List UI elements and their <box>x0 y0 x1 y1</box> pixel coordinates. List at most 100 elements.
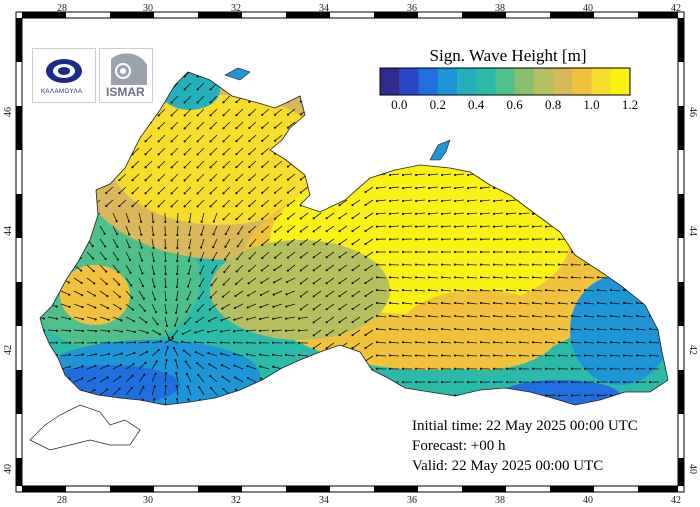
colorbar-border <box>379 67 631 96</box>
direction-arrow <box>223 108 231 116</box>
arrow-head <box>531 288 535 292</box>
arrow-head <box>222 179 225 182</box>
arrow-head <box>479 238 483 241</box>
direction-arrow <box>365 264 374 271</box>
initial-time-text: Initial time: 22 May 2025 00:00 UTC <box>412 418 638 434</box>
arrow-head <box>93 376 97 380</box>
arrow-head <box>453 250 457 254</box>
direction-arrow <box>86 277 95 284</box>
arrow-head <box>492 212 496 215</box>
direction-arrow <box>533 328 543 331</box>
arrow-head <box>492 250 496 254</box>
arrow-head <box>157 166 160 169</box>
direction-arrow <box>211 277 218 286</box>
direction-arrow <box>182 329 192 335</box>
arrow-head <box>130 296 134 299</box>
arrow-head <box>237 232 240 235</box>
arrow-head <box>325 334 328 337</box>
direction-arrow <box>73 354 83 357</box>
direction-arrow <box>189 212 192 222</box>
direction-arrow <box>649 355 660 357</box>
arrow-head <box>174 359 177 362</box>
x-tick-label: 28 <box>57 495 67 506</box>
direction-arrow <box>200 238 205 248</box>
colorbar-label: 0.0 <box>391 97 408 112</box>
arrow-head <box>208 308 211 311</box>
x-tick-label: 40 <box>583 495 593 506</box>
arrow-head <box>518 225 522 228</box>
arrow-head <box>258 329 262 333</box>
direction-arrow <box>300 186 309 193</box>
arrow-head <box>81 377 84 380</box>
direction-arrow <box>650 341 660 344</box>
direction-arrow <box>195 329 205 333</box>
arrow-head <box>133 351 136 355</box>
arrow-head <box>286 230 290 233</box>
direction-arrow <box>339 199 348 206</box>
colorbar-label: 1.0 <box>583 97 600 112</box>
direction-arrow <box>650 328 660 331</box>
arrow-head <box>440 301 444 305</box>
direction-arrow <box>416 289 426 292</box>
direction-arrow <box>402 355 413 357</box>
direction-arrow <box>188 251 192 261</box>
arrow-head <box>143 309 146 312</box>
direction-arrow <box>125 290 133 298</box>
arrow-head <box>299 256 302 259</box>
arrow-head <box>261 191 264 194</box>
direction-arrow <box>198 290 205 299</box>
direction-arrow <box>273 366 283 370</box>
direction-arrow <box>184 95 192 103</box>
direction-arrow <box>99 277 108 285</box>
arrow-head <box>105 282 108 286</box>
arrow-head <box>164 384 167 388</box>
arrow-head <box>81 329 85 333</box>
direction-arrow <box>339 212 348 219</box>
arrow-head <box>68 329 72 332</box>
direction-arrow <box>352 342 361 349</box>
arrow-head <box>440 199 444 203</box>
arrow-head <box>375 288 379 292</box>
arrow-head <box>635 314 639 318</box>
arrow-head <box>375 354 379 357</box>
arrow-head <box>273 256 277 259</box>
arrow-head <box>427 288 431 292</box>
direction-arrow <box>188 225 192 235</box>
arrow-head <box>118 295 121 298</box>
colorbar-swatch <box>553 68 573 95</box>
arrow-head <box>259 377 262 380</box>
arrow-head <box>261 204 264 207</box>
arrow-head <box>221 295 225 298</box>
arrow-head <box>261 230 264 233</box>
arrow-head <box>351 255 354 259</box>
direction-arrow <box>158 186 166 194</box>
frame-check-segment <box>16 18 22 62</box>
arrow-head <box>364 229 367 233</box>
arrow-head <box>248 257 251 260</box>
direction-arrow <box>164 264 166 275</box>
arrow-head <box>236 257 239 261</box>
direction-arrow <box>365 212 374 219</box>
frame-check-segment <box>16 106 22 150</box>
arrow-head <box>375 327 379 331</box>
arrow-head <box>152 246 155 249</box>
arrow-head <box>235 166 238 169</box>
arrow-head <box>453 276 457 279</box>
frame-check-segment <box>16 370 22 414</box>
arrow-head <box>440 225 444 228</box>
direction-arrow <box>403 173 413 176</box>
arrow-head <box>222 166 225 169</box>
arrow-head <box>570 341 574 344</box>
arrow-head <box>427 301 431 305</box>
direction-arrow <box>287 212 296 219</box>
arrow-head <box>103 232 106 235</box>
arrow-head <box>170 179 173 182</box>
direction-arrow <box>200 251 205 261</box>
arrow-head <box>338 269 341 272</box>
direction-arrow <box>559 289 569 292</box>
direction-arrow <box>273 290 283 295</box>
direction-arrow <box>222 376 231 383</box>
arrow-head <box>223 270 226 274</box>
direction-arrow <box>286 316 296 320</box>
direction-arrow <box>300 225 309 232</box>
